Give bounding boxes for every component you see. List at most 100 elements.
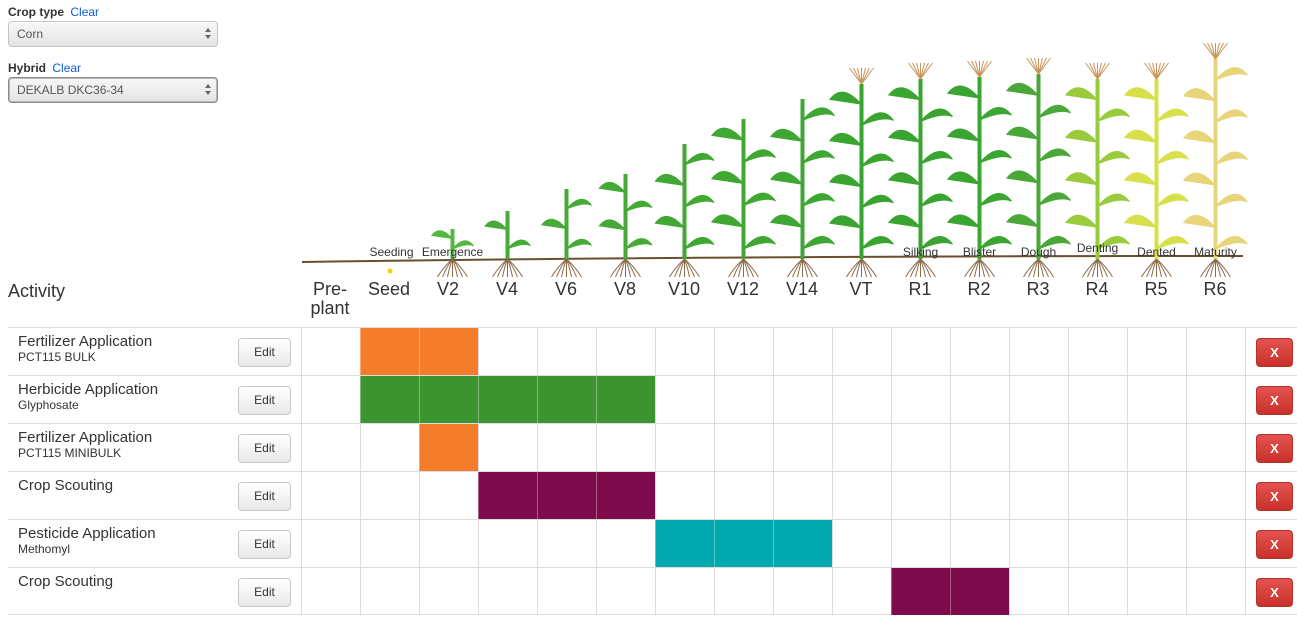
activity-name: Fertilizer Application	[18, 429, 153, 446]
stage-cell-r3	[1009, 328, 1068, 375]
stage-cell-r6	[1186, 376, 1245, 423]
delete-button[interactable]: X	[1256, 386, 1293, 415]
stage-cell-v14	[773, 472, 832, 519]
activity-bar-cell	[360, 376, 419, 423]
delete-button[interactable]: X	[1256, 434, 1293, 463]
stage-label-7: V12	[726, 279, 760, 299]
stage-sublabel-10: Silking	[902, 245, 939, 259]
stage-cell-r4	[1068, 376, 1127, 423]
stage-label-8: V14	[785, 279, 819, 299]
delete-button[interactable]: X	[1256, 578, 1293, 607]
stage-cell-r3	[1009, 376, 1068, 423]
stage-cell-r5	[1127, 472, 1186, 519]
activity-bar-cell	[596, 376, 655, 423]
stage-cell-v6	[537, 520, 596, 567]
stage-cell-v6	[537, 568, 596, 615]
activity-bar-cell	[478, 472, 537, 519]
plant-stage-13	[1065, 62, 1130, 278]
stage-cell-r5	[1127, 328, 1186, 375]
stage-cell-v10	[655, 472, 714, 519]
stage-cell-pre-plant	[301, 472, 360, 519]
stage-label-13: R4	[1085, 279, 1109, 299]
stage-cell-v6	[537, 424, 596, 471]
delete-button[interactable]: X	[1256, 530, 1293, 559]
stage-cell-v8	[596, 424, 655, 471]
stage-cell-seed	[360, 424, 419, 471]
plant-stage-7	[711, 119, 776, 278]
stage-cell-vt	[832, 376, 891, 423]
stage-label-14: R5	[1144, 279, 1168, 299]
edit-button[interactable]: Edit	[238, 578, 291, 607]
stage-cell-v10	[655, 376, 714, 423]
stage-cell-pre-plant	[301, 424, 360, 471]
stage-cell-r6	[1186, 328, 1245, 375]
activity-row: Crop Scouting Edit X	[8, 471, 1297, 519]
stage-sublabel-15: Maturity	[1194, 245, 1237, 259]
stage-cell-v14	[773, 568, 832, 615]
hybrid-clear-link[interactable]: Clear	[52, 61, 82, 75]
stage-cell-r4	[1068, 472, 1127, 519]
stage-cell-v14	[773, 424, 832, 471]
edit-button[interactable]: Edit	[238, 386, 291, 415]
stage-cell-v6	[537, 328, 596, 375]
stage-cell-r4	[1068, 568, 1127, 615]
activity-bar-cell	[360, 328, 419, 375]
activity-bar-cell	[419, 328, 478, 375]
stage-label-5: V8	[613, 279, 637, 299]
plant-stage-6	[654, 144, 715, 278]
activity-name: Crop Scouting	[18, 573, 114, 590]
stage-cell-r1	[891, 520, 950, 567]
activity-bar-cell	[537, 472, 596, 519]
plant-stage-15	[1183, 42, 1248, 278]
stage-cell-v4	[478, 568, 537, 615]
activity-detail: Glyphosate	[18, 398, 79, 412]
stage-sublabel-14: Dented	[1137, 245, 1176, 259]
edit-button[interactable]: Edit	[238, 434, 291, 463]
activity-bar-cell	[419, 376, 478, 423]
activity-bar-cell	[596, 472, 655, 519]
stage-cell-r4	[1068, 328, 1127, 375]
activity-row: Herbicide Application Glyphosate Edit X	[8, 375, 1297, 423]
delete-button[interactable]: X	[1256, 482, 1293, 511]
stage-cell-seed	[360, 568, 419, 615]
stage-label-6: V10	[667, 279, 701, 299]
edit-button[interactable]: Edit	[238, 530, 291, 559]
edit-button[interactable]: Edit	[238, 482, 291, 511]
stage-label-4: V6	[554, 279, 578, 299]
activity-row: Pesticide Application Methomyl Edit X	[8, 519, 1297, 567]
stage-cell-v4	[478, 520, 537, 567]
crop-type-select[interactable]: Corn	[8, 21, 218, 47]
stage-cell-v4	[478, 424, 537, 471]
stage-cell-v2	[419, 520, 478, 567]
stage-cell-v10	[655, 424, 714, 471]
stage-label-10: R1	[908, 279, 932, 299]
activity-bar-cell	[891, 568, 950, 615]
stage-cell-r1	[891, 376, 950, 423]
stage-cell-pre-plant	[301, 568, 360, 615]
activity-name: Herbicide Application	[18, 381, 159, 398]
select-arrows-icon	[205, 27, 212, 41]
stage-cell-r5	[1127, 424, 1186, 471]
crop-type-label-row: Crop type Clear	[8, 4, 99, 20]
stage-cell-v10	[655, 568, 714, 615]
stage-cell-r1	[891, 472, 950, 519]
edit-button[interactable]: Edit	[238, 338, 291, 367]
stage-label-2: V2	[436, 279, 460, 299]
crop-type-clear-link[interactable]: Clear	[70, 5, 100, 19]
stage-cell-r2	[950, 328, 1009, 375]
activity-name: Fertilizer Application	[18, 333, 153, 350]
activity-detail: Methomyl	[18, 542, 71, 556]
stage-cell-r2	[950, 424, 1009, 471]
hybrid-select[interactable]: DEKALB DKC36-34	[8, 77, 218, 103]
activity-header: Activity	[8, 281, 66, 301]
stage-cell-r3	[1009, 520, 1068, 567]
delete-button[interactable]: X	[1256, 338, 1293, 367]
stage-cell-r3	[1009, 424, 1068, 471]
plant-stage-3	[484, 211, 531, 278]
plant-stage-4	[541, 189, 592, 278]
activity-bar-cell	[950, 568, 1009, 615]
crop-type-label: Crop type	[8, 5, 65, 19]
hybrid-label: Hybrid	[8, 61, 47, 75]
stage-cell-r2	[950, 520, 1009, 567]
stage-cell-end	[1245, 568, 1246, 615]
